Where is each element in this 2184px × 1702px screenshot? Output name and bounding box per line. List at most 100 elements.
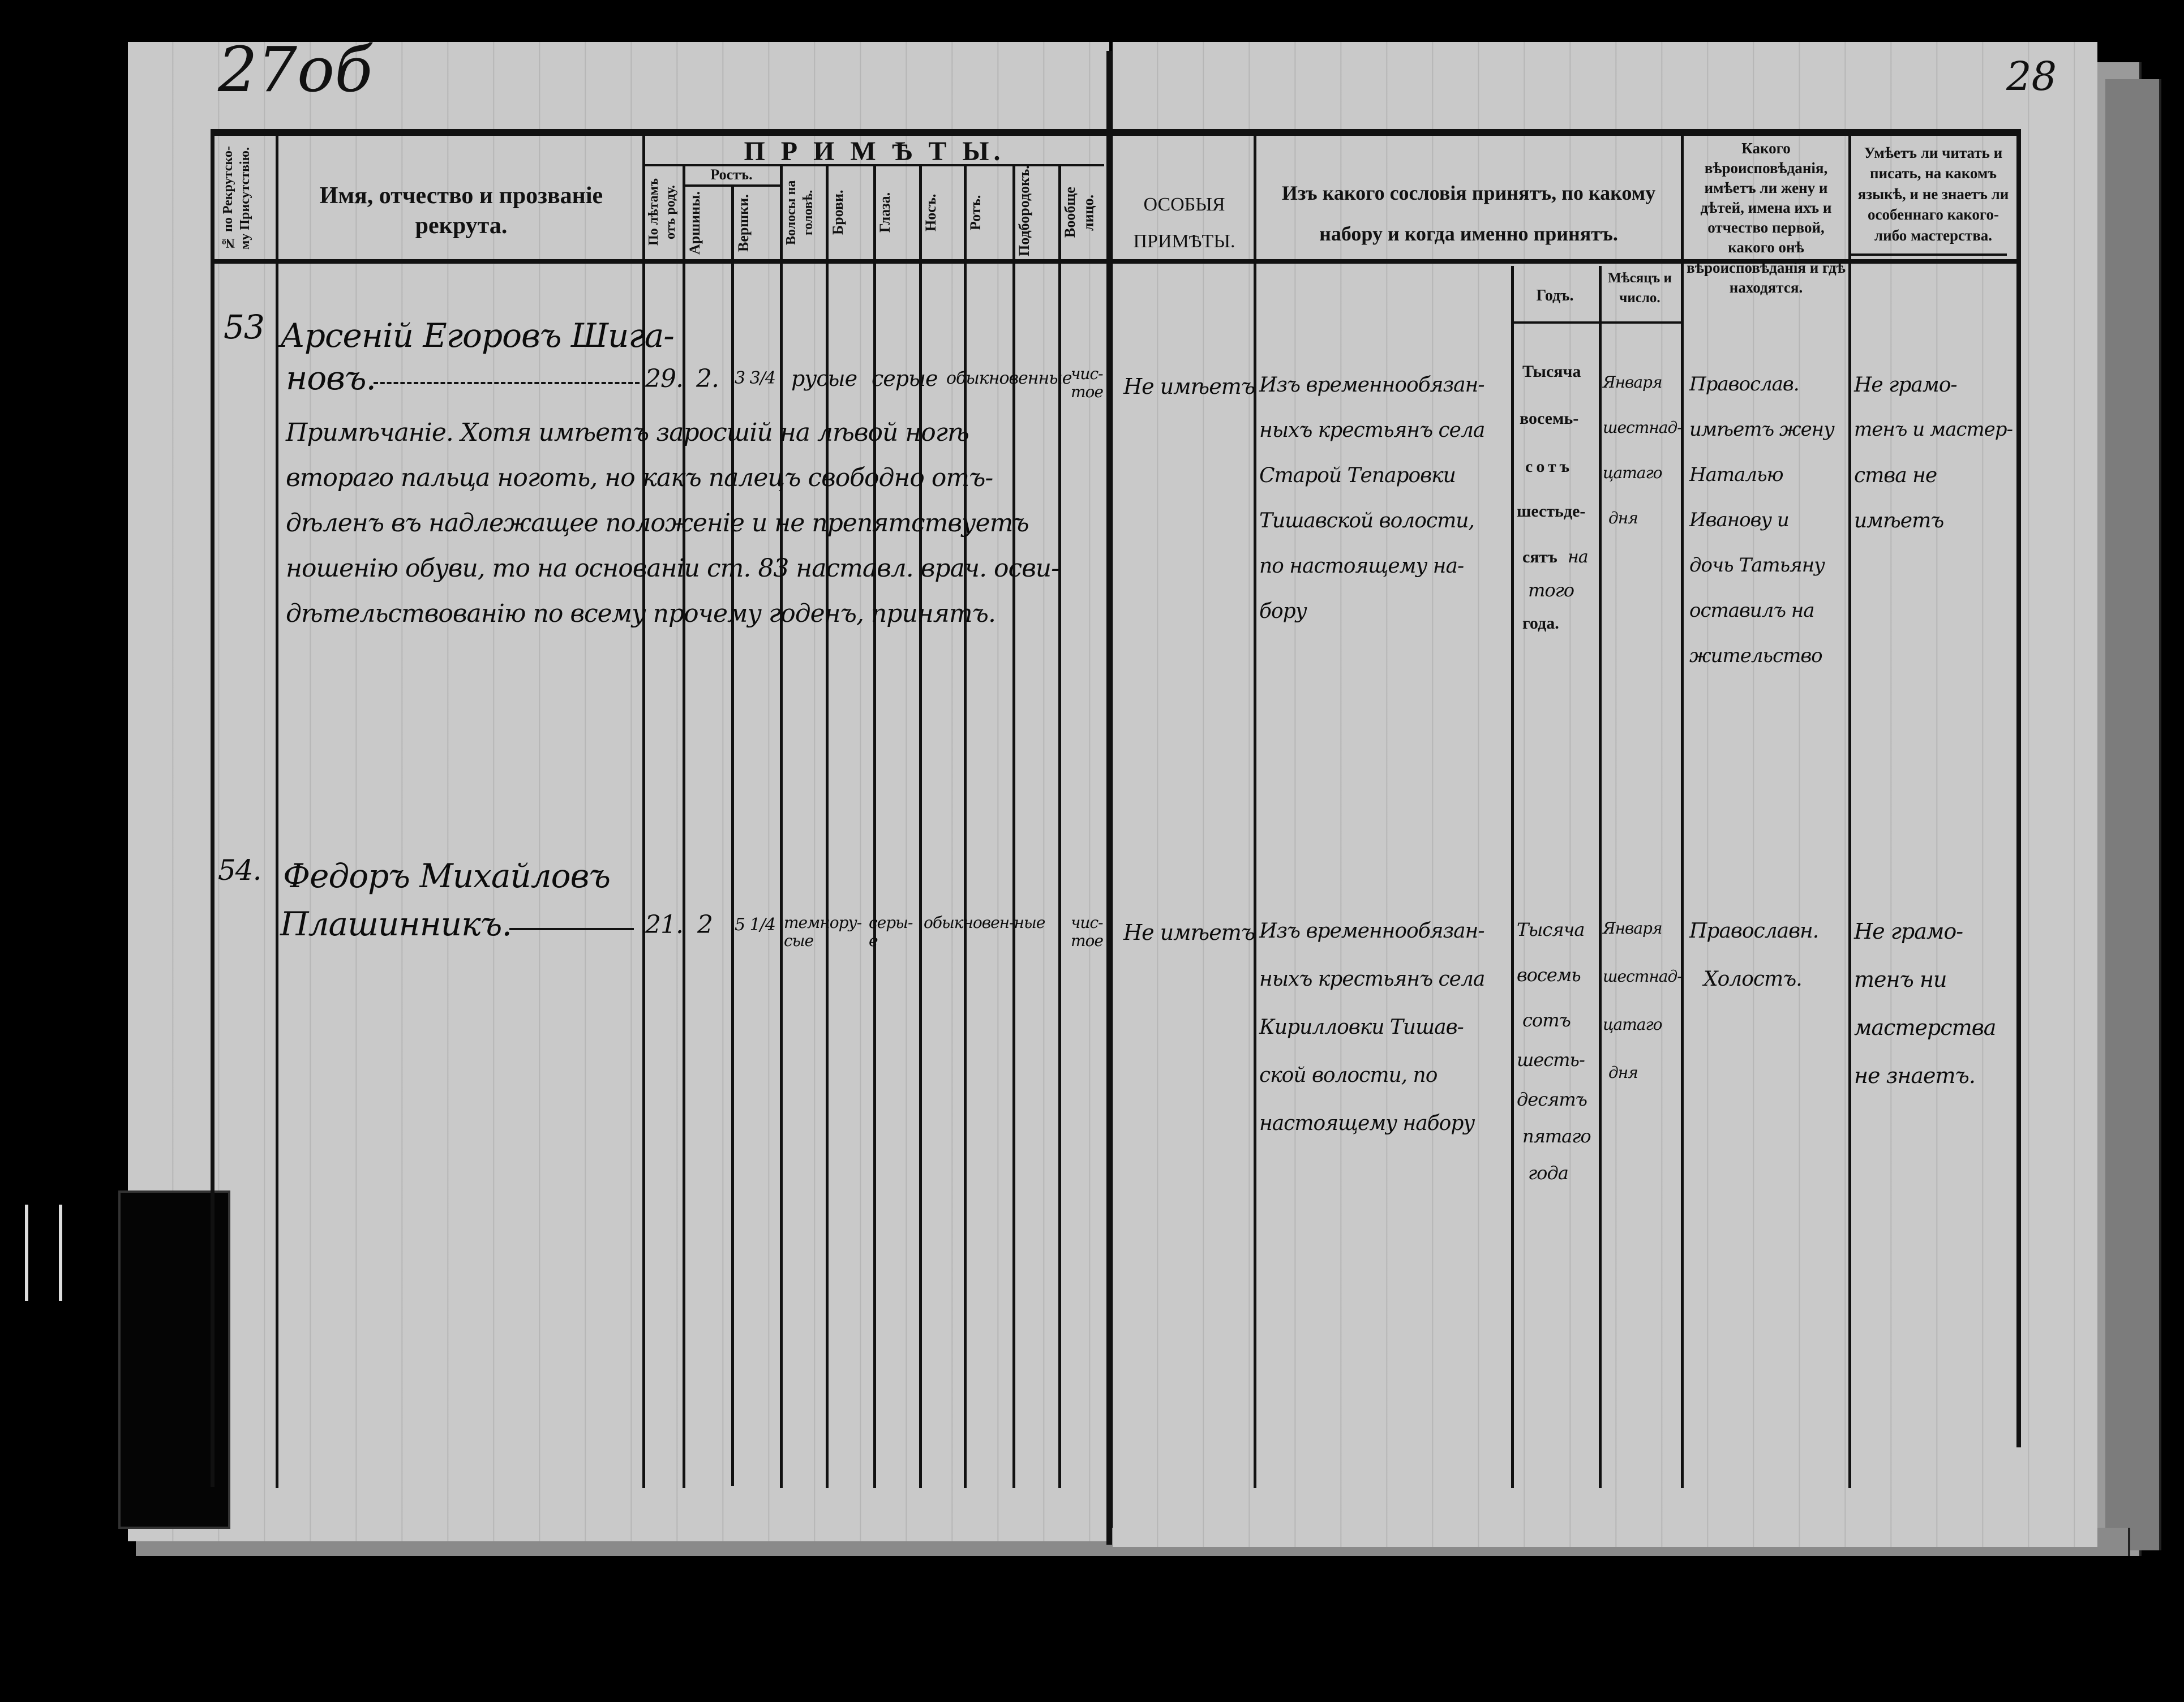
- col-rule: [1511, 266, 1514, 1488]
- col-rule: [1012, 164, 1015, 1488]
- printed-year-word: шестьде-: [1517, 502, 1586, 521]
- col-rule: [964, 164, 967, 1488]
- religion-line: Православ.: [1689, 373, 1800, 396]
- religion-line: Холостъ.: [1704, 968, 1803, 991]
- dash-filler: [509, 928, 634, 930]
- entry-number: 53: [224, 308, 265, 346]
- year-month-rule: [1511, 321, 1681, 324]
- age: 29.: [645, 364, 684, 393]
- month-line: цатаго: [1603, 1015, 1662, 1034]
- note-line: втораго пальца ноготь, но какъ палецъ св…: [286, 463, 993, 492]
- literacy-line: мастерства: [1854, 1015, 1996, 1040]
- header-bottom-rule: [212, 259, 2020, 264]
- book-spine: [1106, 51, 1112, 1545]
- estate-line: Изъ временнообязан-: [1259, 373, 1484, 397]
- literacy-line: Не грамо-: [1854, 373, 1958, 397]
- header-vershki: Вершки.: [735, 194, 752, 252]
- month-line: шестнад-: [1603, 418, 1683, 437]
- folio-right: 28: [2006, 53, 2057, 100]
- header-arshin: Аршины.: [686, 191, 703, 255]
- estate-line: ской волости, по: [1259, 1064, 1438, 1087]
- folio-left: 27об: [218, 33, 373, 106]
- year-hand: восемь: [1517, 964, 1581, 986]
- special-marks: Не имѣетъ: [1123, 920, 1255, 945]
- header-eyes: Глаза.: [877, 192, 893, 233]
- header-mouth: Ротъ.: [967, 195, 984, 230]
- year-hand: десятъ: [1517, 1089, 1587, 1110]
- recruit-name: Федоръ Михайловъ: [283, 857, 611, 895]
- year-hand: того: [1528, 579, 1574, 601]
- header-chin: Подбородокъ.: [1016, 165, 1032, 256]
- age: 21.: [645, 910, 684, 939]
- col-rule: [1681, 136, 1684, 1488]
- col-rule: [1254, 136, 1256, 1488]
- literacy-line: тенъ и мастер-: [1854, 418, 2013, 441]
- estate-line: ныхъ крестьянъ села: [1259, 419, 1485, 442]
- header-hair: Волосы на головѣ.: [784, 180, 816, 245]
- year-hand: шесть-: [1517, 1049, 1585, 1071]
- general-features: обыкновенные: [946, 368, 1072, 388]
- col-rule: [276, 136, 278, 1488]
- estate-line: Изъ временнообязан-: [1259, 919, 1484, 943]
- col-rule: [780, 164, 783, 1488]
- year-hand: пятаго: [1522, 1125, 1591, 1147]
- right-page: [1113, 42, 2097, 1547]
- religion-line: жительство: [1689, 644, 1823, 667]
- col-rule: [1599, 266, 1602, 1488]
- recruit-name: новъ.: [286, 359, 376, 397]
- header-estate: Изъ какого сословія принятъ, по какому н…: [1281, 182, 1656, 245]
- printed-year-word: года.: [1522, 614, 1559, 633]
- printed-year-word: Тысяча: [1522, 362, 1581, 381]
- literacy-line: не знаетъ.: [1854, 1063, 1976, 1088]
- month-line: Января: [1603, 919, 1663, 938]
- brows: серы-е: [869, 913, 913, 951]
- literacy-line: тенъ ни: [1854, 967, 1947, 992]
- header-brows: Брови.: [830, 190, 846, 235]
- printed-year-word: восемь-: [1520, 409, 1579, 428]
- literacy-line: Не грамо-: [1854, 919, 1963, 944]
- arshin: 2.: [696, 364, 719, 393]
- vershki: 3 3/4: [735, 368, 776, 388]
- col-rule: [1058, 164, 1061, 1488]
- header-number: № по Рекрутско-му Присутствію.: [221, 146, 252, 250]
- face: чис-тое: [1071, 364, 1104, 402]
- col-rule: [826, 164, 829, 1488]
- literacy-line: ства не: [1854, 464, 1937, 487]
- brows: серые: [872, 366, 938, 391]
- col-rule: [642, 136, 645, 1488]
- hair: темнору-сые: [784, 913, 862, 951]
- religion-line: Наталью: [1689, 463, 1784, 486]
- printed-year-word: сятъ: [1522, 548, 1557, 566]
- note-line: дѣленъ въ надлежащее положеніе и не преп…: [286, 509, 1029, 538]
- hair: русые: [791, 366, 857, 391]
- header-primety: П Р И М Ѣ Т Ы.: [744, 136, 1005, 166]
- estate-line: по настоящему на-: [1259, 555, 1464, 578]
- scanner-mark: [25, 1205, 62, 1301]
- year-hand: сотъ: [1522, 1009, 1571, 1031]
- note-line: ношенію обуви, то на основаніи ст. 83 на…: [286, 554, 1059, 583]
- religion-line: Иванову и: [1689, 509, 1790, 531]
- header-year: Годъ.: [1536, 287, 1574, 304]
- arshin: 2: [697, 910, 713, 939]
- literacy-line: имѣетъ: [1854, 509, 1944, 532]
- book-page-edges-back: [2105, 79, 2161, 1550]
- face: чис-тое: [1071, 913, 1104, 951]
- col-rule: [873, 164, 876, 1488]
- table-top-rule: [212, 129, 2020, 136]
- estate-line: Старой Тепаровки: [1259, 464, 1456, 487]
- year-hand: Тысяча: [1517, 919, 1585, 940]
- header-literacy: Умѣетъ ли читать и писать, на какомъ язы…: [1857, 144, 2009, 244]
- col-rule: [211, 129, 214, 1487]
- col-rule: [1848, 136, 1851, 1488]
- header-nose: Носъ.: [922, 194, 939, 231]
- dash-filler: [374, 382, 640, 384]
- header-month: Мѣсяцъ и число.: [1608, 270, 1672, 306]
- header-special: ОСОБЫЯ ПРИМѢТЫ.: [1133, 194, 1235, 252]
- col-rule: [919, 164, 922, 1488]
- col-rule: [731, 184, 734, 1486]
- estate-line: настоящему набору: [1259, 1112, 1475, 1135]
- religion-line: Православн.: [1689, 919, 1819, 943]
- month-line: дня: [1608, 509, 1638, 527]
- religion-line: оставилъ на: [1689, 599, 1814, 622]
- estate-line: Кирилловки Тишав-: [1259, 1016, 1464, 1039]
